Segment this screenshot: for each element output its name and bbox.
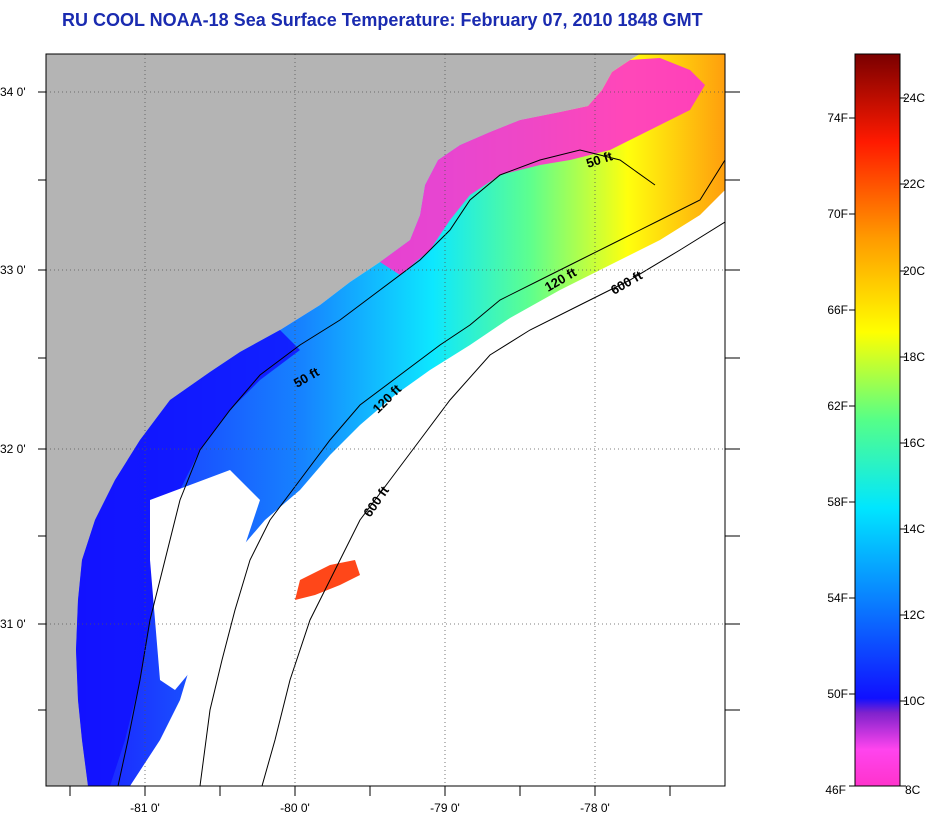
colorbar <box>854 53 901 787</box>
lon-label-78: -78 0' <box>580 801 610 815</box>
colorbar-ticks <box>849 97 906 787</box>
colorbar-c-10: 10C <box>903 694 925 708</box>
sst-swath <box>76 54 725 786</box>
colorbar-f-54: 54F <box>827 591 848 605</box>
map-frame <box>45 53 726 787</box>
lon-label-79: -79 0' <box>430 801 460 815</box>
warm-patch <box>295 560 360 600</box>
lon-label-81: -81 0' <box>130 801 160 815</box>
lat-label-32: 32 0' <box>0 442 26 456</box>
colorbar-c-20: 20C <box>903 264 925 278</box>
lat-label-31: 31 0' <box>0 617 26 631</box>
nearshore-band <box>76 330 300 786</box>
colorbar-c-8: 8C <box>905 783 921 797</box>
colorbar-c-22: 22C <box>903 177 925 191</box>
colorbar-f-62: 62F <box>827 399 848 413</box>
lat-label-33: 33 0' <box>0 263 26 277</box>
colorbar-f-50: 50F <box>827 687 848 701</box>
colorbar-f-58: 58F <box>827 495 848 509</box>
colorbar-c-16: 16C <box>903 436 925 450</box>
lon-label-80: -80 0' <box>280 801 310 815</box>
colorbar-f-46: 46F <box>825 783 846 797</box>
map-title: RU COOL NOAA-18 Sea Surface Temperature:… <box>62 10 703 30</box>
lat-label-34: 34 0' <box>0 85 26 99</box>
contour-50ft <box>117 149 656 786</box>
land-mass <box>46 54 640 786</box>
colorbar-c-12: 12C <box>903 608 925 622</box>
colorbar-f-66: 66F <box>827 303 848 317</box>
colorbar-c-14: 14C <box>903 522 925 536</box>
colorbar-c-18: 18C <box>903 350 925 364</box>
contour-600ft <box>261 221 725 786</box>
colorbar-f-70: 70F <box>827 207 848 221</box>
colorbar-f-74: 74F <box>827 111 848 125</box>
data-gap <box>150 470 260 690</box>
colorbar-c-24: 24C <box>903 91 925 105</box>
contour-120ft <box>199 159 725 786</box>
axis-ticks <box>38 91 740 796</box>
cold-band <box>380 58 705 275</box>
